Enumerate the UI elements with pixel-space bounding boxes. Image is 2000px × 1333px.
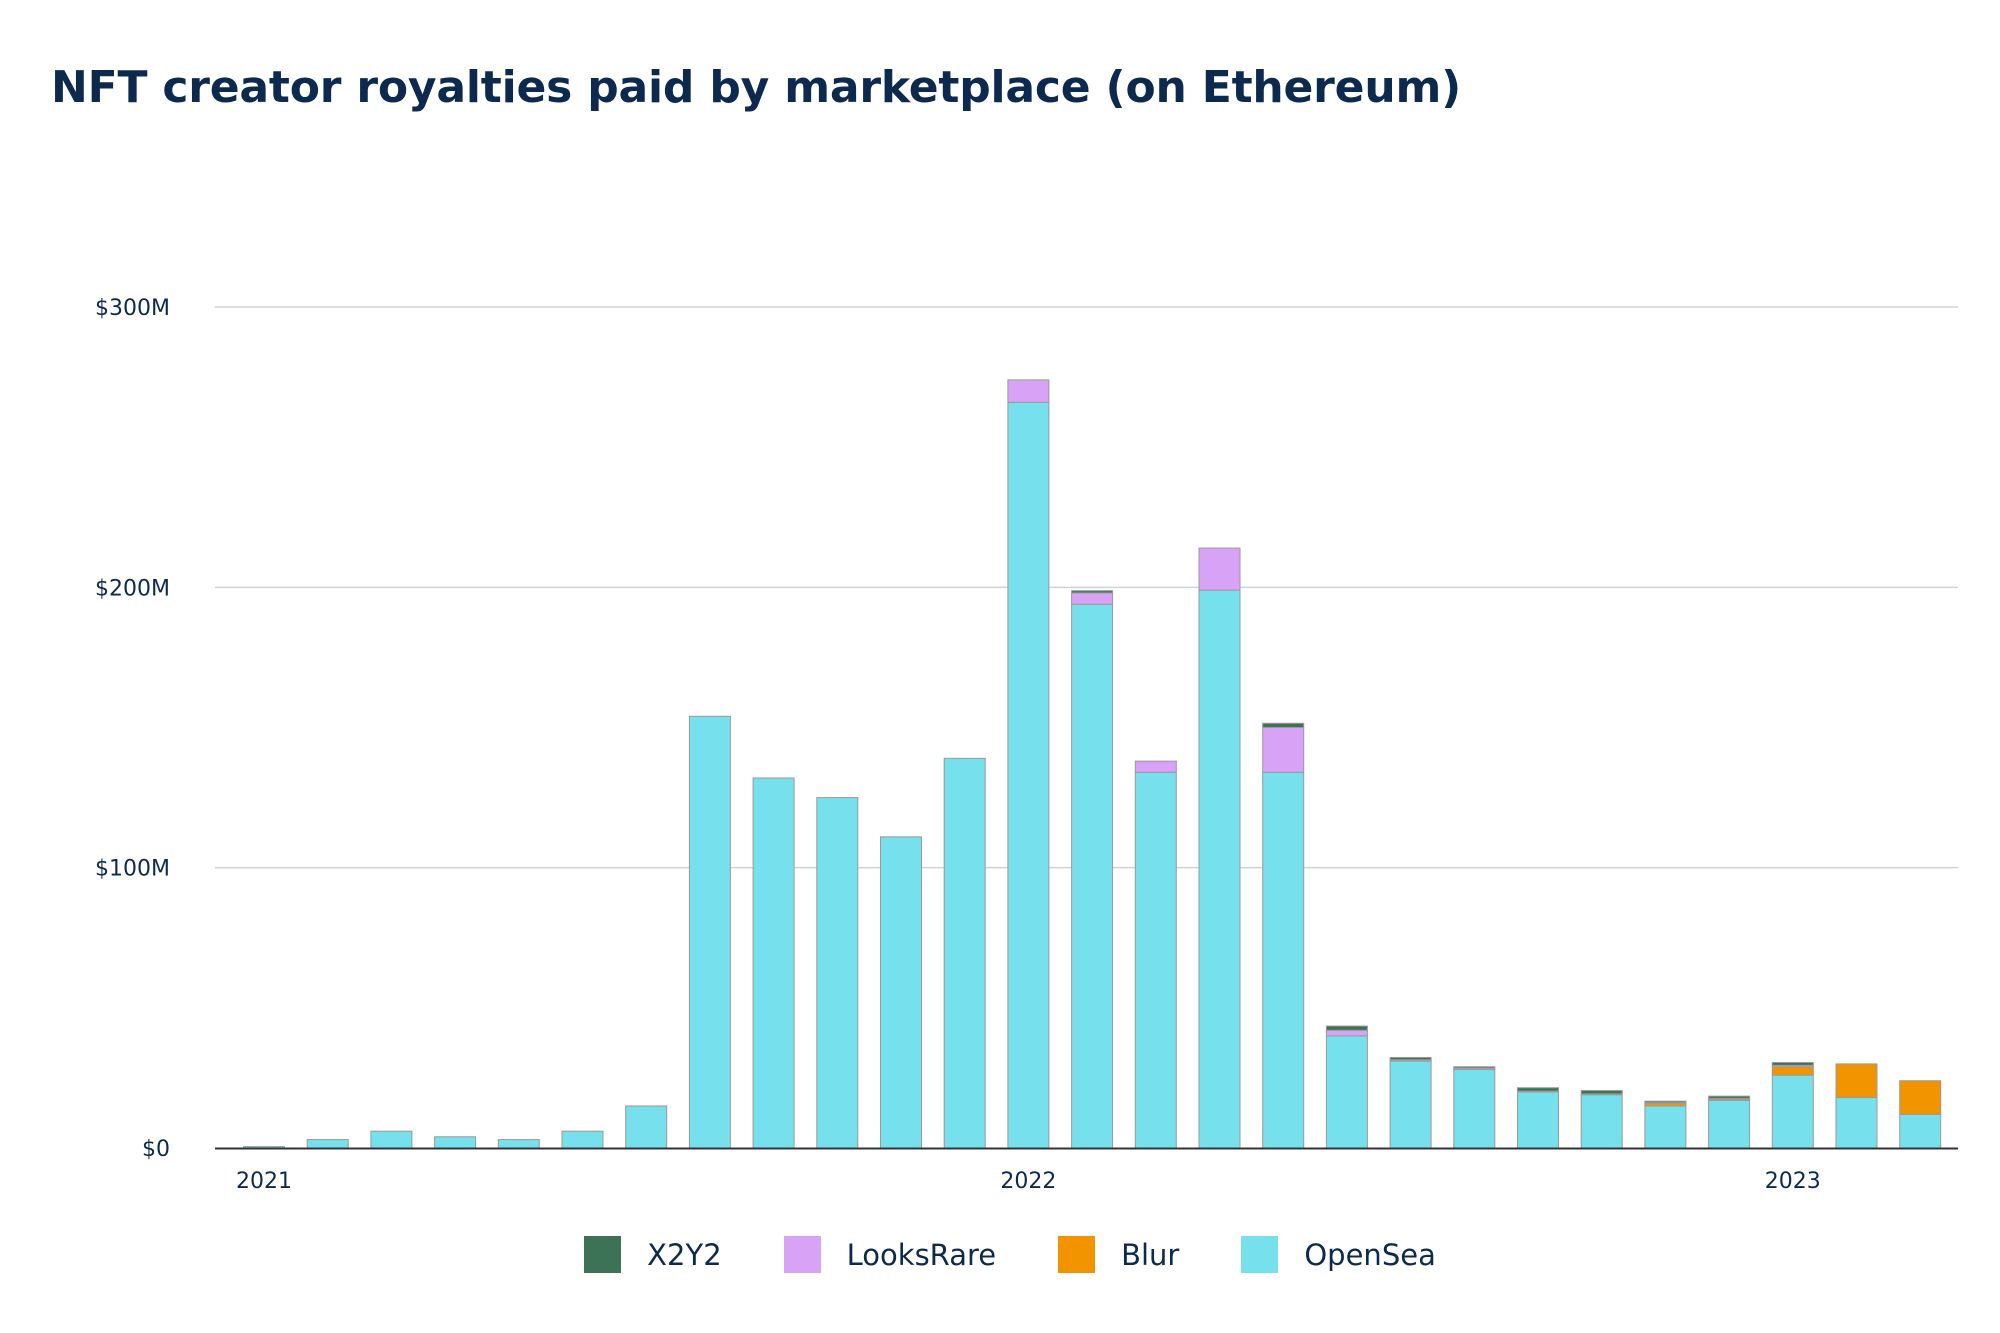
bar-segment-opensea-2022-12 bbox=[1708, 1099, 1751, 1149]
bar-segment-opensea-2022-06 bbox=[1325, 1035, 1368, 1149]
bar-group-2021-08 bbox=[688, 715, 731, 1149]
bar-segment-x2y2-2022-06 bbox=[1325, 1025, 1368, 1031]
bar-group-2022-05 bbox=[1262, 722, 1305, 1149]
bar-group-2021-03 bbox=[370, 1130, 413, 1149]
bar-group-2021-11 bbox=[880, 836, 922, 1149]
bar-segment-opensea-2022-10 bbox=[1580, 1094, 1623, 1149]
bar-segment-opensea-2021-02 bbox=[306, 1139, 349, 1149]
legend-swatch bbox=[584, 1236, 622, 1273]
bar-group-2021-07 bbox=[625, 1105, 668, 1149]
bar-group-2022-04 bbox=[1198, 547, 1241, 1149]
bar-segment-opensea-2021-11 bbox=[880, 836, 922, 1149]
legend-swatch bbox=[1058, 1236, 1096, 1273]
bar-segment-opensea-2021-09 bbox=[752, 777, 795, 1149]
bar-group-2022-09 bbox=[1517, 1087, 1559, 1149]
bar-group-2022-10 bbox=[1580, 1090, 1623, 1149]
bar-group-2023-03 bbox=[1899, 1080, 1942, 1149]
y-tick-label: $100M bbox=[95, 857, 170, 882]
legend-label: OpenSea bbox=[1304, 1237, 1436, 1272]
bar-segment-opensea-2022-03 bbox=[1134, 771, 1177, 1149]
bar-segment-opensea-2023-01 bbox=[1771, 1074, 1814, 1149]
chart-legend: X2Y2 LooksRare Blur OpenSea bbox=[0, 1236, 2000, 1273]
y-axis-tick-labels: $0 $100M $200M $300M bbox=[95, 296, 170, 1162]
legend-item-looksrare: LooksRare bbox=[783, 1236, 997, 1273]
bar-segment-opensea-2022-11 bbox=[1644, 1105, 1687, 1149]
bar-segment-x2y2-2022-12 bbox=[1708, 1095, 1751, 1099]
bar-group-2022-03 bbox=[1134, 760, 1177, 1149]
bar-group-2022-12 bbox=[1708, 1095, 1751, 1149]
x-axis-tick-labels: 2021 2022 2023 bbox=[236, 1169, 1821, 1194]
chart-title: NFT creator royalties paid by marketplac… bbox=[51, 62, 1461, 113]
bar-segment-x2y2-2022-10 bbox=[1580, 1090, 1623, 1095]
legend-item-opensea: OpenSea bbox=[1241, 1236, 1436, 1273]
bar-segment-opensea-2022-05 bbox=[1262, 771, 1305, 1149]
bar-segment-x2y2-2022-08 bbox=[1453, 1066, 1496, 1069]
bar-segment-blur-2023-03 bbox=[1899, 1080, 1942, 1115]
bar-segment-looksrare-2022-03 bbox=[1134, 760, 1177, 773]
bar-segment-opensea-2021-05 bbox=[497, 1139, 540, 1149]
bar-segment-x2y2-2022-09 bbox=[1517, 1087, 1559, 1092]
bar-segment-looksrare-2022-05 bbox=[1262, 727, 1305, 773]
bar-group-2021-02 bbox=[306, 1139, 349, 1149]
bar-segment-opensea-2023-02 bbox=[1835, 1097, 1878, 1149]
bar-group-2022-07 bbox=[1389, 1056, 1432, 1149]
bar-group-2022-08 bbox=[1453, 1066, 1496, 1149]
bar-segment-opensea-2022-09 bbox=[1517, 1091, 1559, 1149]
bar-group-2023-01 bbox=[1771, 1061, 1814, 1149]
bar-group-2021-09 bbox=[752, 777, 795, 1149]
legend-label: LooksRare bbox=[846, 1237, 997, 1272]
bar-segment-opensea-2021-12 bbox=[943, 757, 986, 1149]
bar-group-2022-02 bbox=[1071, 590, 1114, 1149]
bar-group-2022-06 bbox=[1325, 1025, 1368, 1149]
bar-segment-opensea-2021-03 bbox=[370, 1130, 413, 1149]
x-tick-label: 2022 bbox=[1000, 1169, 1056, 1194]
bar-segment-opensea-2022-01 bbox=[1007, 401, 1050, 1149]
bar-segment-looksrare-2022-04 bbox=[1198, 547, 1241, 591]
bar-segment-opensea-2021-06 bbox=[561, 1130, 604, 1149]
bar-group-2021-06 bbox=[561, 1130, 604, 1149]
x-tick-label: 2021 bbox=[236, 1169, 292, 1194]
y-tick-label: $200M bbox=[95, 576, 170, 601]
bar-segment-opensea-2021-08 bbox=[688, 715, 731, 1149]
bar-segment-looksrare-2022-06 bbox=[1325, 1029, 1368, 1037]
bar-segment-x2y2-2022-02 bbox=[1071, 590, 1114, 594]
legend-label: X2Y2 bbox=[647, 1237, 722, 1272]
bar-group-2023-02 bbox=[1835, 1063, 1878, 1149]
legend-item-blur: Blur bbox=[1058, 1236, 1179, 1273]
bar-segment-opensea-2021-07 bbox=[625, 1105, 668, 1149]
bar-group-2022-11 bbox=[1644, 1100, 1687, 1149]
y-tick-label: $300M bbox=[95, 296, 170, 321]
legend-swatch bbox=[783, 1236, 821, 1273]
y-tick-label: $0 bbox=[142, 1137, 170, 1162]
bar-segment-opensea-2021-10 bbox=[816, 797, 859, 1149]
bar-segment-x2y2-2023-01 bbox=[1771, 1061, 1814, 1066]
bar-segment-looksrare-2022-02 bbox=[1071, 592, 1114, 605]
bar-segment-opensea-2022-08 bbox=[1453, 1069, 1496, 1149]
bar-segment-blur-2023-01 bbox=[1771, 1066, 1814, 1076]
bar-segment-x2y2-2022-07 bbox=[1389, 1056, 1432, 1061]
bar-segment-looksrare-2022-01 bbox=[1007, 379, 1050, 403]
bar-segment-opensea-2023-03 bbox=[1899, 1113, 1942, 1149]
legend-label: Blur bbox=[1121, 1237, 1180, 1272]
bar-group-2021-05 bbox=[497, 1139, 540, 1149]
bar-segment-x2y2-2022-11 bbox=[1644, 1100, 1687, 1104]
bars bbox=[243, 379, 1942, 1149]
bar-segment-opensea-2022-02 bbox=[1071, 603, 1114, 1149]
bar-segment-opensea-2021-04 bbox=[434, 1136, 477, 1149]
bar-segment-x2y2-2022-05 bbox=[1262, 722, 1305, 728]
bar-group-2021-04 bbox=[434, 1136, 477, 1149]
x-tick-label: 2023 bbox=[1765, 1169, 1821, 1194]
bar-group-2021-12 bbox=[943, 757, 986, 1149]
bar-segment-opensea-2022-04 bbox=[1198, 589, 1241, 1149]
legend-swatch bbox=[1241, 1236, 1279, 1273]
bar-group-2022-01 bbox=[1007, 379, 1050, 1149]
bar-segment-opensea-2022-07 bbox=[1389, 1060, 1432, 1149]
bar-group-2021-10 bbox=[816, 797, 859, 1149]
bar-segment-blur-2023-02 bbox=[1835, 1063, 1878, 1099]
legend-item-x2y2: X2Y2 bbox=[584, 1236, 722, 1273]
